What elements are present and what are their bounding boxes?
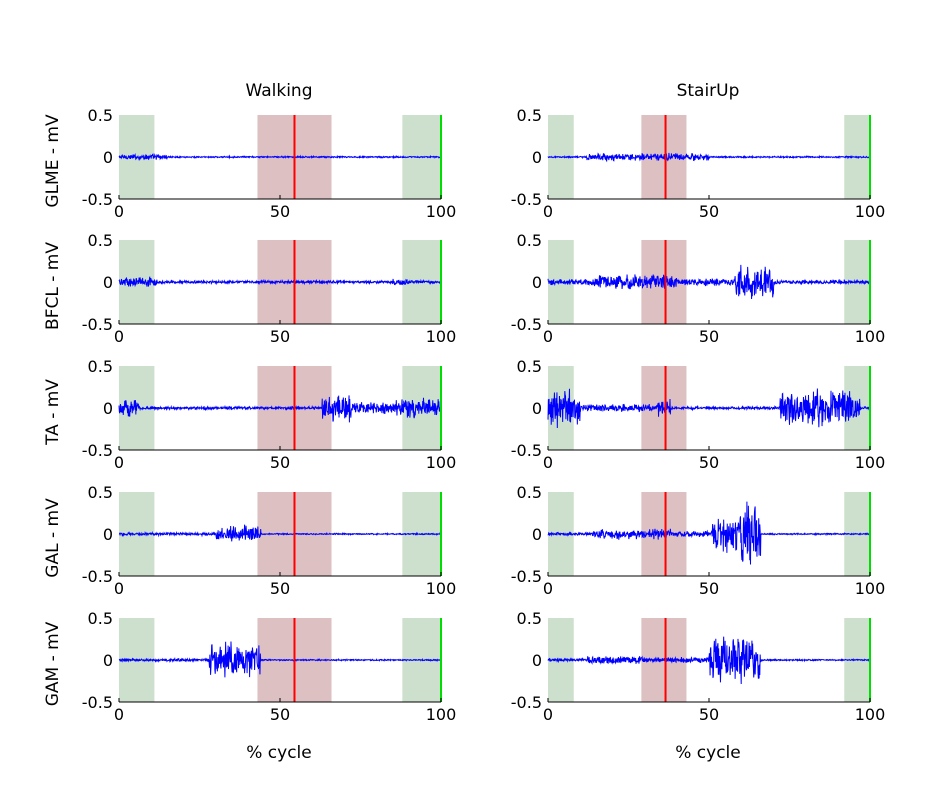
y-tick-label: 0.5	[88, 231, 113, 250]
y-tick-label: 0	[103, 273, 113, 292]
y-tick-label: -0.5	[511, 190, 542, 209]
y-axis-label: BFCL - mV	[43, 242, 63, 330]
y-tick-label: 0	[532, 399, 542, 418]
y-tick-label: 0.5	[517, 357, 542, 376]
subplot-2-1: 0.50-0.50 50 100	[511, 357, 885, 472]
column-title-stairup: StairUp	[677, 81, 740, 101]
x-tick-label: 50	[270, 453, 290, 472]
x-axis-label-walking: % cycle	[246, 743, 312, 763]
x-tick-label: 100	[855, 579, 886, 598]
x-tick-label: 0	[543, 327, 553, 346]
x-tick-label: 0	[114, 327, 124, 346]
x-tick-label: 100	[855, 705, 886, 724]
emg-signal-line	[547, 152, 871, 163]
subplot-3-1: 0.50-0.50 50 100	[511, 483, 885, 598]
y-tick-label: 0.5	[88, 106, 113, 125]
y-axis-label: TA - mV	[43, 379, 63, 446]
x-tick-label: 50	[699, 453, 719, 472]
y-tick-label: 0.5	[88, 609, 113, 628]
y-tick-label: -0.5	[511, 567, 542, 586]
y-tick-label: 0	[532, 525, 542, 544]
y-axis-label: GLME - mV	[43, 114, 63, 208]
emg-signal-line	[547, 636, 871, 685]
x-tick-label: 0	[114, 579, 124, 598]
y-tick-label: -0.5	[82, 441, 113, 460]
emg-signal-line	[118, 395, 442, 423]
y-tick-label: 0.5	[517, 106, 542, 125]
emg-signal-line	[547, 501, 871, 565]
y-tick-label: -0.5	[82, 315, 113, 334]
y-tick-label: 0	[103, 651, 113, 670]
y-tick-label: 0.5	[517, 483, 542, 502]
x-tick-label: 100	[855, 202, 886, 221]
subplot-0-1: 0.50-0.50 50 100	[511, 106, 885, 221]
emg-signal-line	[547, 264, 871, 299]
y-tick-label: -0.5	[511, 315, 542, 334]
y-tick-label: 0	[103, 148, 113, 167]
x-tick-label: 50	[270, 202, 290, 221]
y-tick-label: 0.5	[88, 483, 113, 502]
x-tick-label: 50	[270, 327, 290, 346]
subplot-1-1: 0.50-0.50 50 100	[511, 231, 885, 346]
x-tick-label: 100	[426, 705, 457, 724]
y-tick-label: 0.5	[88, 357, 113, 376]
emg-signal-line	[118, 524, 442, 542]
x-tick-label: 100	[426, 579, 457, 598]
x-tick-label: 100	[855, 453, 886, 472]
y-tick-label: -0.5	[511, 441, 542, 460]
x-tick-label: 50	[270, 579, 290, 598]
y-tick-label: -0.5	[82, 567, 113, 586]
x-tick-label: 0	[543, 579, 553, 598]
x-tick-label: 0	[543, 453, 553, 472]
x-tick-label: 0	[114, 202, 124, 221]
x-axis-label-stairup: % cycle	[675, 743, 741, 763]
y-tick-label: 0	[103, 399, 113, 418]
x-tick-label: 0	[543, 705, 553, 724]
x-tick-label: 50	[699, 327, 719, 346]
x-tick-label: 0	[114, 453, 124, 472]
emg-signal-line	[118, 276, 442, 288]
emg-signal-line	[118, 153, 442, 162]
y-tick-label: -0.5	[82, 693, 113, 712]
emg-signal-line	[118, 641, 442, 678]
x-tick-label: 50	[270, 705, 290, 724]
x-tick-label: 0	[114, 705, 124, 724]
y-axis-label: GAL - mV	[43, 498, 63, 578]
subplot-4-1: 0.50-0.50 50 100	[511, 609, 885, 724]
y-tick-label: 0.5	[517, 231, 542, 250]
y-tick-label: -0.5	[511, 693, 542, 712]
x-tick-label: 50	[699, 202, 719, 221]
emg-signal-line	[547, 388, 871, 429]
x-tick-label: 0	[543, 202, 553, 221]
y-tick-label: 0	[532, 651, 542, 670]
x-tick-label: 100	[426, 202, 457, 221]
y-tick-label: 0	[103, 525, 113, 544]
y-tick-label: -0.5	[82, 190, 113, 209]
x-tick-label: 50	[699, 579, 719, 598]
x-tick-label: 50	[699, 705, 719, 724]
x-tick-label: 100	[426, 327, 457, 346]
y-tick-label: 0	[532, 273, 542, 292]
x-tick-label: 100	[426, 453, 457, 472]
y-tick-label: 0.5	[517, 609, 542, 628]
x-tick-label: 100	[855, 327, 886, 346]
y-tick-label: 0	[532, 148, 542, 167]
y-axis-label: GAM - mV	[43, 621, 63, 706]
column-title-walking: Walking	[246, 81, 313, 101]
